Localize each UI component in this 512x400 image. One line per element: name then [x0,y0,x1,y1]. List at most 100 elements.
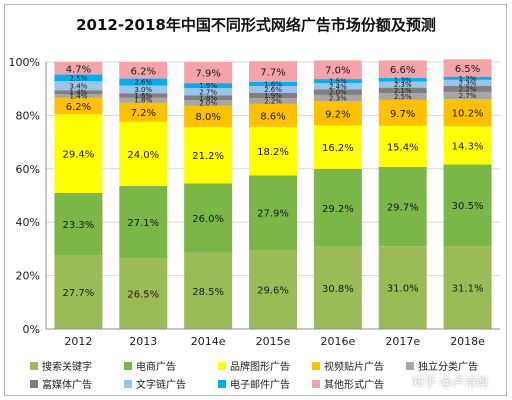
segment-data-label: 15.4% [387,142,419,153]
bar-segment [184,83,233,89]
segment-data-label: 2.0% [199,99,217,107]
y-tick-label: 100% [9,56,40,69]
legend-swatch [218,379,226,388]
segment-data-label: 7.9% [195,69,220,80]
segment-data-label: 2.1% [394,87,412,95]
legend-swatch [30,361,38,370]
legend-item: 电商广告 [124,358,218,373]
legend-label: 独立分类广告 [418,362,478,373]
legend-swatch [124,361,132,370]
segment-data-label: 1.6% [264,80,282,88]
legend-label: 其他形式广告 [324,380,384,391]
bar-layer [54,59,492,329]
bar-segment [54,114,103,193]
bar-segment [119,121,168,186]
x-tick-label: 2016e [320,335,355,348]
segment-data-label: 29.7% [387,203,419,214]
legend-swatch [30,379,38,388]
segment-data-label: 6.2% [131,66,156,77]
legend-label: 搜索关键字 [42,362,92,373]
bar-segment [184,252,233,329]
legend-swatch [312,361,320,370]
segment-data-label: 10.2% [452,109,484,120]
legend-item: 富媒体广告 [30,376,124,391]
legend: 搜索关键字 电商广告 品牌图形广告 视频贴片广告 独立分类广告 富媒体广告 文字链广告 电子邮… [30,358,500,391]
segment-data-label: 18.2% [257,147,289,158]
bar-segment [184,62,233,84]
segment-data-label: 28.5% [192,287,224,298]
bar-segment [313,60,362,80]
bar-segment [119,185,168,259]
segment-data-label: 2.6% [264,86,282,94]
segment-labels: 27.7%23.3%29.4%6.2%1.4%1.4%3.4%2.5%4.7%2… [63,64,484,301]
bar-segment [313,125,362,169]
legend-label: 电商广告 [136,362,176,373]
bar-segment [378,81,427,88]
bar-segment [54,97,103,115]
axes: 0% 20% 40% 60% 80% 100% 2012 2013 2014e 2015e 2016… [9,56,500,348]
bar-segment [378,166,427,247]
segment-data-label: 2.5% [394,93,412,101]
segment-data-label: 2.0% [329,89,347,97]
segment-data-label: 7.0% [325,66,350,77]
segment-data-label: 6.5% [455,64,480,75]
segment-data-label: 27.7% [63,288,95,299]
bar-segment [249,92,297,99]
segment-data-label: 8.6% [260,111,285,122]
x-tick-label: 2015e [256,335,291,348]
bar-segment [54,192,103,256]
segment-data-label: 2.5% [70,74,88,82]
segment-data-label: 3.0% [134,86,152,94]
bar-segment [313,94,362,101]
bar-segment [54,81,103,91]
bar-segment [313,246,362,329]
segment-data-label: 27.9% [257,209,289,220]
segment-data-label: 1.9% [199,82,217,90]
segment-data-label: 8.0% [195,112,220,123]
bar-segment [443,99,492,127]
bar-segment [378,78,427,82]
segment-data-label: 21.2% [192,151,224,162]
bar-segment [443,86,492,92]
legend-item: 视频贴片广告 [312,358,406,373]
segment-data-label: 2.4% [329,83,347,91]
segment-data-label: 29.6% [257,285,289,296]
y-tick-label: 80% [16,109,40,122]
x-tick-label: 2012 [64,335,92,348]
bar-segment [443,59,492,77]
segment-data-label: 16.2% [322,143,354,154]
bar-segment [313,79,362,84]
x-tick-label: 2014e [191,335,226,348]
bar-segment [378,125,427,167]
bar-segment [54,90,103,95]
bar-segment [184,126,233,184]
legend-label: 文字链广告 [136,380,186,391]
bar-segment [443,76,492,80]
segment-data-label: 26.5% [127,290,159,301]
segment-data-label: 30.5% [452,201,484,212]
bar-segment [313,83,362,90]
bar-segment [119,258,168,329]
legend-label: 富媒体广告 [42,380,92,391]
x-tick-label: 2013 [129,335,157,348]
y-tick-label: 20% [16,270,40,283]
legend-swatch [312,379,320,388]
bar-segment [249,61,297,82]
segment-data-label: 29.4% [63,150,95,161]
segment-data-label: 6.2% [66,102,91,113]
bar-segment [378,87,427,94]
segment-data-label: 1.4% [70,89,88,97]
bar-segment [184,183,233,253]
bar-segment [313,100,362,126]
legend-item: 文字链广告 [124,376,218,391]
segment-data-label: 1.8% [134,97,152,105]
segment-data-label: 2.7% [459,92,477,100]
segment-data-label: 9.7% [390,109,415,120]
bar-segment [378,246,427,329]
bar-segment [443,245,492,329]
segment-data-label: 2.2% [459,85,477,93]
y-tick-label: 60% [16,163,40,176]
legend-swatch [218,361,226,370]
bar-segment [119,93,168,98]
bar-segment [184,105,233,127]
